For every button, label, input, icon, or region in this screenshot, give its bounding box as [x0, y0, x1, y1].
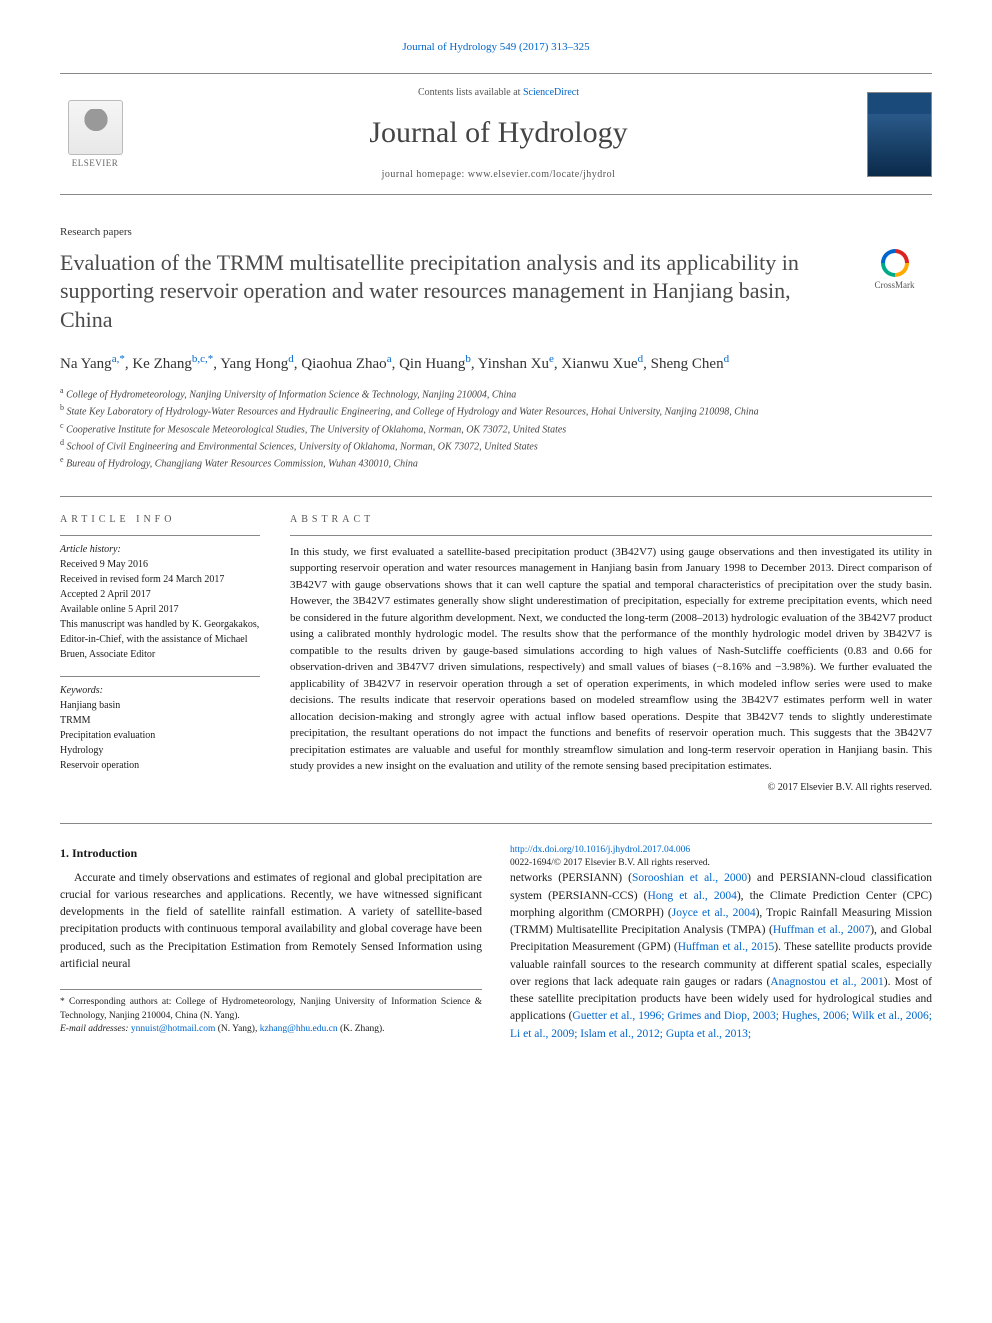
email-1-who: (N. Yang),: [215, 1024, 259, 1034]
homepage-line: journal homepage: www.elsevier.com/locat…: [148, 168, 849, 182]
doi-url[interactable]: http://dx.doi.org/10.1016/j.jhydrol.2017…: [510, 844, 932, 857]
issn-line: 0022-1694/© 2017 Elsevier B.V. All right…: [510, 857, 932, 870]
crossmark-label: CrossMark: [875, 279, 915, 292]
cite-joyce[interactable]: Joyce et al., 2004: [672, 907, 756, 919]
keyword-item: Hanjiang basin: [60, 698, 260, 713]
elsevier-logo: ELSEVIER: [60, 94, 130, 174]
crossmark-badge[interactable]: CrossMark: [857, 249, 932, 292]
keywords-block: Keywords: Hanjiang basinTRMMPrecipitatio…: [60, 676, 260, 773]
affiliation-item: e Bureau of Hydrology, Changjiang Water …: [60, 454, 932, 471]
corresponding-footnote: * Corresponding authors at: College of H…: [60, 989, 482, 1036]
keyword-item: Reservoir operation: [60, 758, 260, 773]
abstract-copyright: © 2017 Elsevier B.V. All rights reserved…: [290, 781, 932, 795]
homepage-url[interactable]: www.elsevier.com/locate/jhydrol: [468, 169, 616, 180]
history-line: Accepted 2 April 2017: [60, 587, 260, 602]
intro-para-2: networks (PERSIANN) (Sorooshian et al., …: [510, 870, 932, 1043]
email-label: E-mail addresses:: [60, 1024, 129, 1034]
cite-sorooshian[interactable]: Sorooshian et al., 2000: [632, 872, 747, 884]
history-line: Available online 5 April 2017: [60, 602, 260, 617]
affiliation-list: a College of Hydrometeorology, Nanjing U…: [60, 385, 932, 472]
author-list: Na Yanga,*, Ke Zhangb,c,*, Yang Hongd, Q…: [60, 351, 932, 376]
article-history-block: Article history: Received 9 May 2016Rece…: [60, 535, 260, 662]
history-line: This manuscript was handled by K. Georga…: [60, 617, 260, 662]
journal-header: ELSEVIER Contents lists available at Sci…: [60, 73, 932, 195]
cite-huffman15[interactable]: Huffman et al., 2015: [678, 941, 775, 953]
history-lines: Received 9 May 2016Received in revised f…: [60, 557, 260, 662]
keyword-lines: Hanjiang basinTRMMPrecipitation evaluati…: [60, 698, 260, 773]
cite-huffman07[interactable]: Huffman et al., 2007: [773, 924, 870, 936]
publisher-name: ELSEVIER: [72, 157, 119, 170]
contents-line: Contents lists available at ScienceDirec…: [148, 86, 849, 100]
history-label: Article history:: [60, 542, 260, 557]
affiliation-item: c Cooperative Institute for Mesoscale Me…: [60, 420, 932, 437]
intro-para-1: Accurate and timely observations and est…: [60, 870, 482, 974]
title-row: Evaluation of the TRMM multisatellite pr…: [60, 249, 932, 335]
history-line: Received 9 May 2016: [60, 557, 260, 572]
sciencedirect-link[interactable]: ScienceDirect: [523, 87, 579, 98]
cite-anagnostou[interactable]: Anagnostou et al., 2001: [770, 976, 883, 988]
history-line: Received in revised form 24 March 2017: [60, 572, 260, 587]
section-heading-intro: 1. Introduction: [60, 844, 482, 862]
email-line: E-mail addresses: ynnuist@hotmail.com (N…: [60, 1023, 482, 1036]
keyword-item: Hydrology: [60, 743, 260, 758]
article-title: Evaluation of the TRMM multisatellite pr…: [60, 249, 837, 335]
journal-reference: Journal of Hydrology 549 (2017) 313–325: [60, 40, 932, 55]
journal-cover-thumb: [867, 92, 932, 177]
crossmark-icon: [881, 249, 909, 277]
keyword-item: TRMM: [60, 713, 260, 728]
affiliation-item: b State Key Laboratory of Hydrology-Wate…: [60, 402, 932, 419]
header-center: Contents lists available at ScienceDirec…: [148, 86, 849, 182]
cite-multi[interactable]: Guetter et al., 1996; Grimes and Diop, 2…: [510, 1010, 932, 1039]
corresponding-text: * Corresponding authors at: College of H…: [60, 996, 482, 1023]
abstract-column: ABSTRACT In this study, we first evaluat…: [290, 513, 932, 795]
email-1[interactable]: ynnuist@hotmail.com: [131, 1024, 215, 1034]
affiliation-item: d School of Civil Engineering and Enviro…: [60, 437, 932, 454]
info-abstract-row: ARTICLE INFO Article history: Received 9…: [60, 496, 932, 795]
article-info-heading: ARTICLE INFO: [60, 513, 260, 527]
email-2-who: (K. Zhang).: [338, 1024, 385, 1034]
doi-block: http://dx.doi.org/10.1016/j.jhydrol.2017…: [510, 844, 932, 871]
contents-prefix: Contents lists available at: [418, 87, 523, 98]
journal-name: Journal of Hydrology: [148, 112, 849, 154]
cite-hong[interactable]: Hong et al., 2004: [648, 890, 737, 902]
article-info-column: ARTICLE INFO Article history: Received 9…: [60, 513, 260, 795]
divider: [60, 823, 932, 824]
body-columns: 1. Introduction Accurate and timely obse…: [60, 844, 932, 1048]
keywords-label: Keywords:: [60, 683, 260, 698]
affiliation-item: a College of Hydrometeorology, Nanjing U…: [60, 385, 932, 402]
keyword-item: Precipitation evaluation: [60, 728, 260, 743]
p2-pre: networks (PERSIANN) (: [510, 872, 632, 884]
article-type-label: Research papers: [60, 225, 932, 240]
abstract-text: In this study, we first evaluated a sate…: [290, 535, 932, 775]
elsevier-tree-icon: [68, 100, 123, 155]
abstract-heading: ABSTRACT: [290, 513, 932, 527]
homepage-prefix: journal homepage:: [382, 169, 468, 180]
email-2[interactable]: kzhang@hhu.edu.cn: [260, 1024, 338, 1034]
